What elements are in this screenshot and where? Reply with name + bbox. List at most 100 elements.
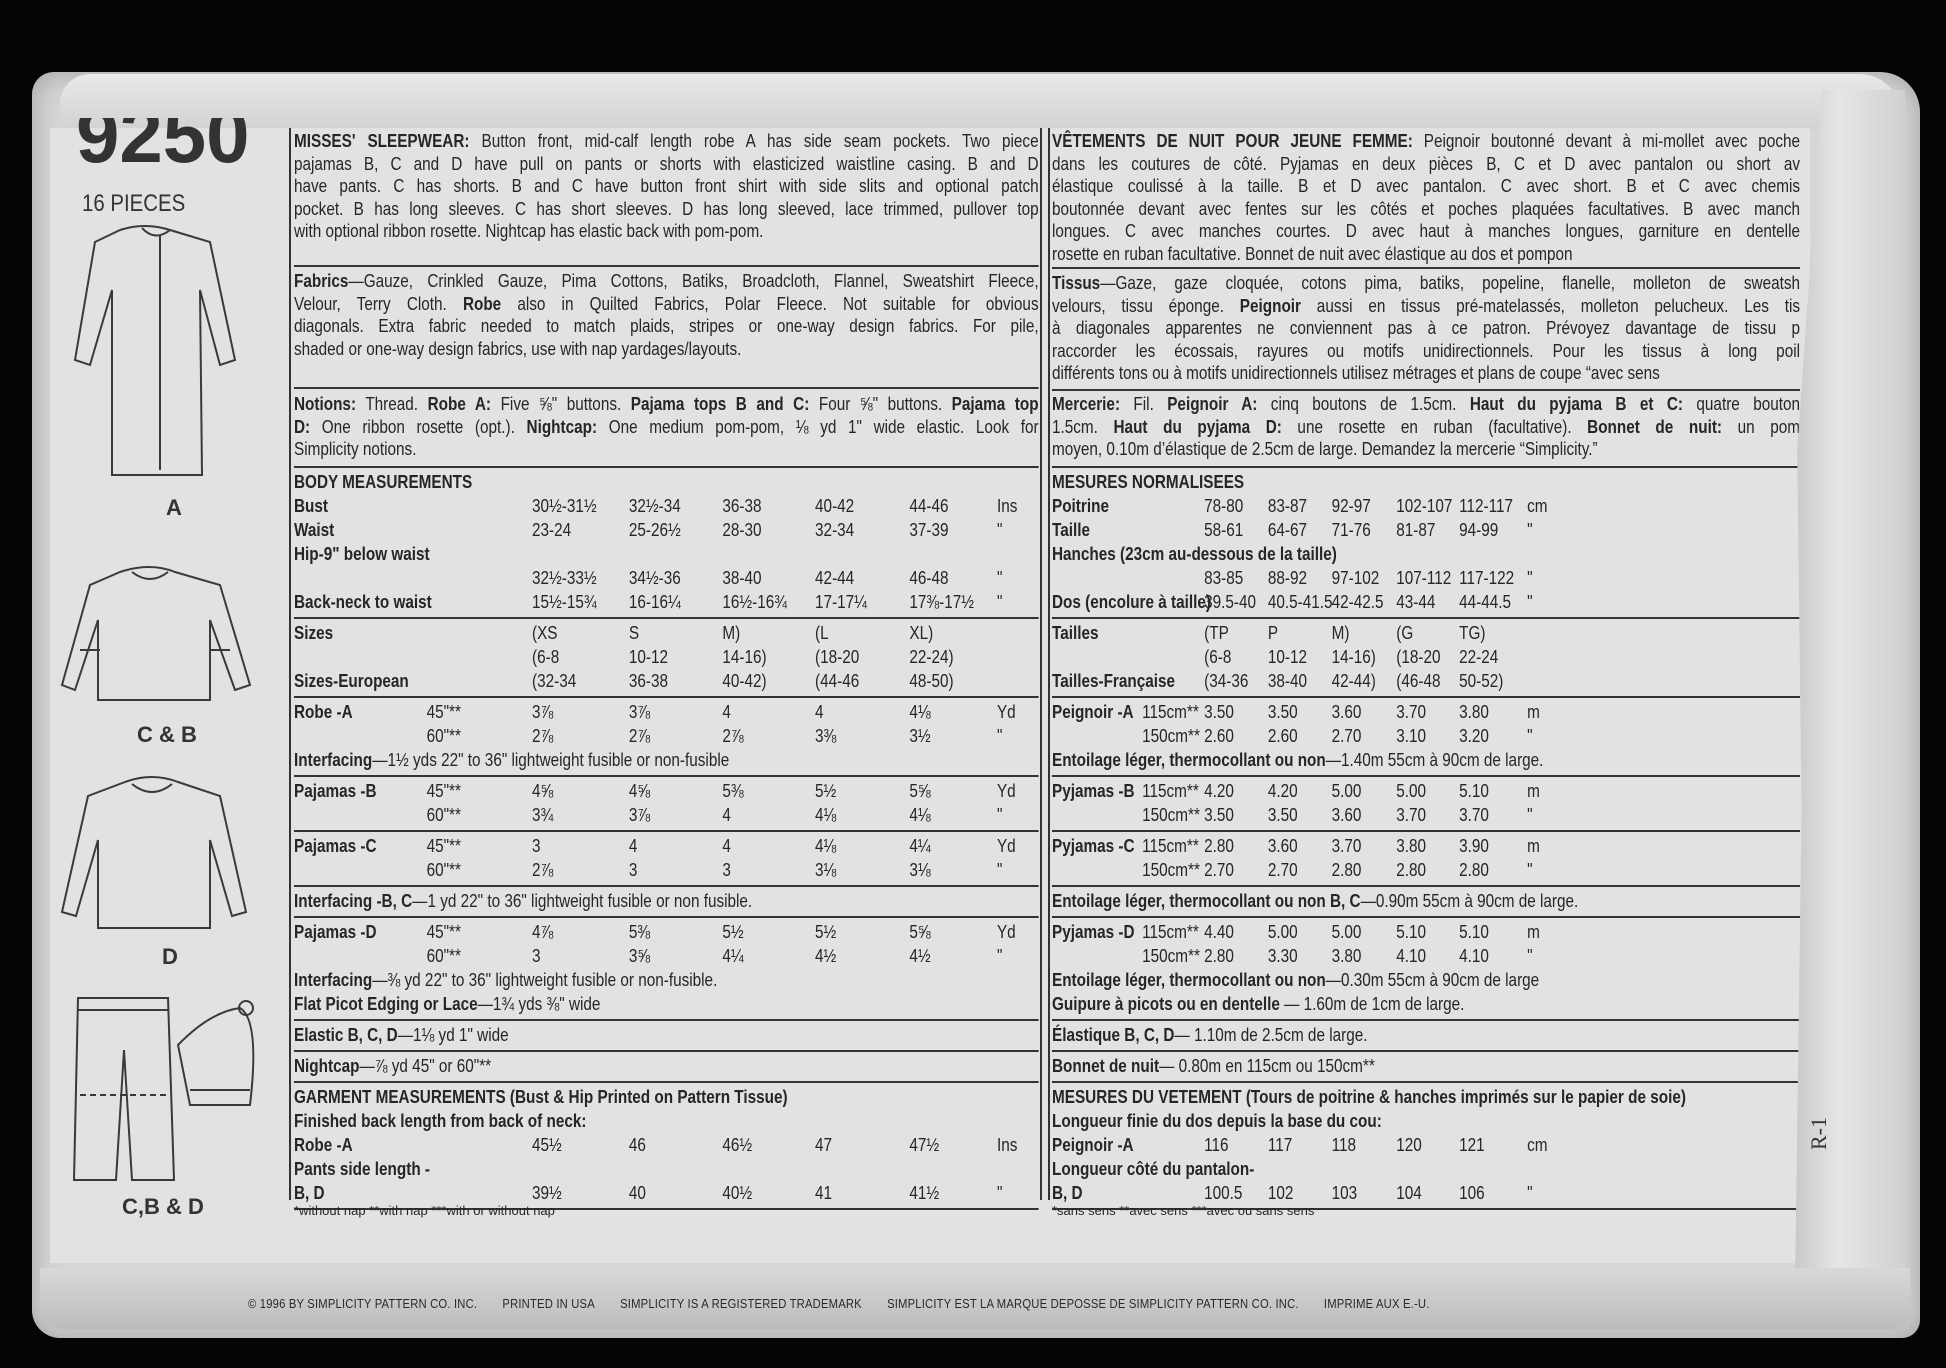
fabric-width [427,1133,532,1157]
view-drawings [60,225,255,1181]
text-line: à diagonales apparentes ne conviennent p… [1052,317,1800,340]
fabric-width [1142,1133,1204,1157]
bold-text-run: Flat Picot Edging or Lace [294,994,478,1014]
row-label [294,645,427,669]
table-row: Back-neck to waist 15½-15¾ 16-16¼ 16½-16¾ 17… [294,590,1039,614]
row-label: Back-neck to waist [294,592,432,612]
size-value: 42-42.5 [1331,592,1384,612]
size-value: 10-12 [628,647,669,667]
text-run: différents tons ou à motifs unidirection… [1052,363,1660,383]
table-row: Pyjamas -B 115cm** 4.20 4.20 5.00 5.00 5.10 m [1052,779,1800,803]
size-value: 4¼ [722,946,744,966]
row-label: Robe -A [294,1135,353,1155]
unit: " [1527,946,1533,966]
table-row: 150cm** 2.80 3.30 3.80 4.10 4.10 " [1052,944,1800,968]
size-value: 3⅞ [628,805,651,825]
fabric-width [427,518,532,542]
text-line: raccorder les écossais, rayures ou motif… [1052,340,1800,363]
bold-text-run: Interfacing [294,750,373,770]
table-note: Élastique B, C, D— 1.10m de 2.5cm de lar… [1052,1023,1800,1047]
bold-text-run: GARMENT MEASUREMENTS (Bust & Hip Printed… [294,1087,788,1107]
unit: Ins [996,496,1018,516]
size-value: 3.80 [1459,702,1489,722]
text-run: —Gaze, gaze cloquée, cotons pima, batiks… [1100,273,1800,293]
unit: " [1527,568,1533,588]
table-section: Pajamas -B 45"** 4⅝ 4⅝ 5⅜ 5½ 5⅝ Yd 60"** 3¾ 3⅞ 4 4⅛ 4… [294,777,1039,832]
table-note: Finished back length from back of neck: [294,1109,1039,1133]
text-run: une rosette en ruban (facultative). [1281,416,1588,437]
text-run: un pom [1722,416,1800,437]
size-value: 4 [628,836,638,856]
fabric-width [427,669,532,693]
unit: " [996,946,1003,966]
table-section: Pajamas -C 45"** 3 4 4 4⅛ 4¼ Yd 60"** 2⅞ 3 3 3⅛ 3⅛ " [294,832,1039,887]
table-note: Longueur finie du dos depuis la base du … [1052,1109,1800,1133]
footnote: *without nap **with nap ***with or witho… [294,1203,555,1218]
unit: Yd [996,836,1016,856]
text-run: Velour, Terry Cloth. [294,293,463,314]
row-label [294,944,427,968]
size-value: (TP [1204,623,1229,643]
table-section: Interfacing -B, C—1 yd 22" to 36" lightw… [294,887,1039,918]
table-row: 60"** 3 3⅝ 4¼ 4½ 4½ " [294,944,1039,968]
bold-text-run: Robe [462,293,502,314]
table-row: Peignoir -A 116 117 118 120 121 cm [1052,1133,1800,1157]
row-label: B, D [1052,1183,1083,1203]
notions-paragraph: Notions: Thread. Robe A: Five ⅝" buttons… [294,393,1039,461]
size-value: 83-85 [1204,568,1244,588]
bold-text-run: Robe A: [427,394,492,414]
size-value: (18-20 [815,647,860,667]
table-section: Entoilage léger, thermocollant ou non B,… [1052,887,1800,918]
size-value: 3.50 [1204,702,1234,722]
size-value: 100.5 [1204,1183,1243,1203]
size-value: 3⅛ [909,860,931,880]
table-note: Interfacing—1½ yds 22" to 36" lightweigh… [294,748,1039,772]
size-value: (18-20 [1396,647,1441,667]
view-label-cbd: C,B & D [122,1194,204,1219]
size-value: 102 [1267,1183,1294,1203]
size-value: 43-44 [1396,592,1436,612]
size-value: 38-40 [1267,671,1308,691]
size-value: 47½ [909,1135,940,1155]
size-value: 16-16¼ [628,592,681,612]
divider [294,466,1039,468]
table-row: Taille 58-61 64-67 71-76 81-87 94-99 " [1052,518,1800,542]
size-value: M) [722,623,741,643]
table-note: Hanches (23cm au-dessous de la taille) [1052,542,1800,566]
size-value: 5½ [815,922,837,942]
unit: " [996,1183,1003,1203]
bold-text-run: Élastique B, C, D [1052,1025,1175,1045]
size-value: S [628,623,640,643]
size-value: 3.60 [1331,702,1362,722]
table-note: Pants side length - [294,1157,1039,1181]
bold-text-run: Nightcap: [526,416,598,437]
bold-text-run: Pajama top [951,394,1039,414]
size-value: 44-44.5 [1459,592,1512,612]
bold-text-run: VÊTEMENTS DE NUIT POUR JEUNE FEMME: [1052,131,1413,151]
text-run: à diagonales apparentes ne conviennent p… [1052,318,1800,338]
unit: " [1527,860,1533,880]
top-d-drawing [60,776,248,929]
fabric-width: 150cm** [1142,860,1200,880]
text-run: —⅜ yd 22" to 36" lightweight fusible or … [372,970,718,990]
text-run: —1 yd 22" to 36" lightweight fusible or … [412,891,753,911]
row-label: Pajamas -C [294,836,377,856]
bold-text-run: D: [294,416,311,437]
text-run: —⅞ yd 45" or 60"** [359,1056,492,1076]
size-value: 45½ [532,1135,562,1155]
unit: " [996,860,1003,880]
table-section: MESURES NORMALISEES Poitrine 78-80 83-87 92-… [1052,468,1800,619]
size-value: 2.80 [1204,946,1234,966]
table-row: 150cm** 2.70 2.70 2.80 2.80 2.80 " [1052,858,1800,882]
bold-text-run: Entoilage léger, thermocollant ou non [1052,750,1326,770]
bold-text-run: Longueur finie du dos depuis la base du … [1052,1111,1382,1131]
size-value: 3 [722,860,731,880]
bold-text-run: Longueur côté du pantalon- [1052,1159,1255,1179]
size-value: 2.80 [1204,836,1234,856]
unit: m [1527,836,1540,856]
size-value: (34-36 [1204,671,1249,691]
view-label-cb: C & B [137,722,197,747]
size-value: 17-17¼ [815,592,867,612]
bold-text-run: Haut du pyjama B et C: [1469,394,1684,414]
text-run: boutonnée devant avec fentes sur les côt… [1052,198,1800,219]
